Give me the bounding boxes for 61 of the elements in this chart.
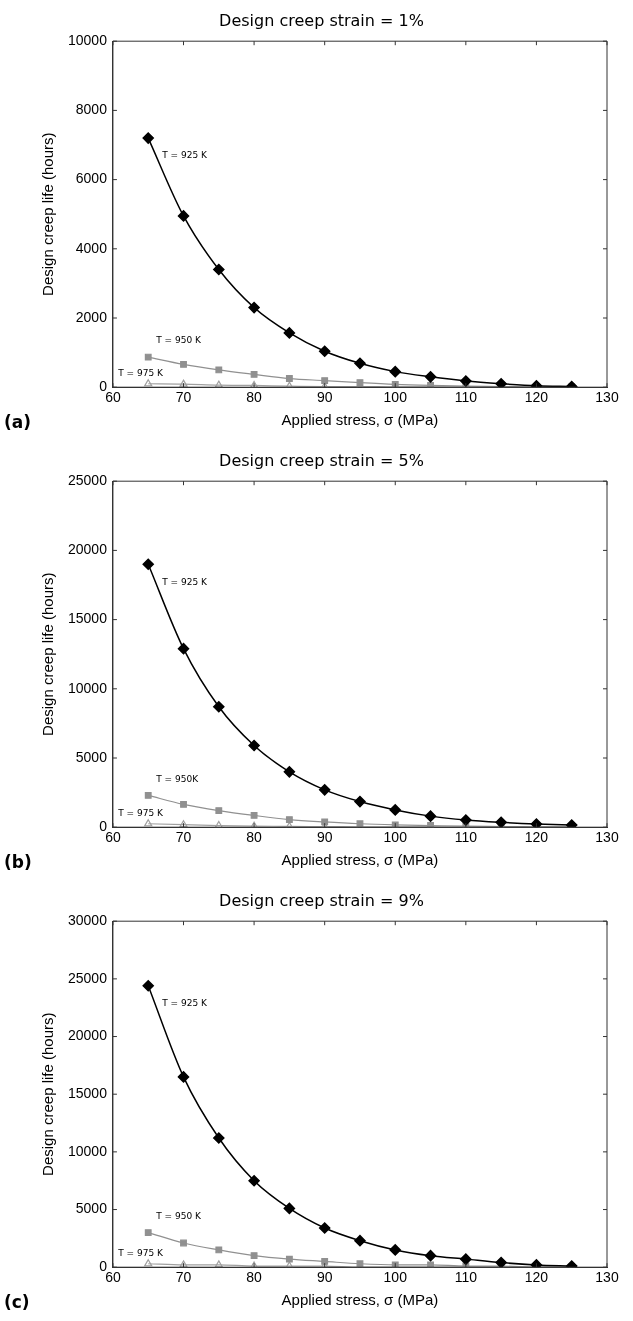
x-tick-label: 90 <box>316 389 333 406</box>
series-label: T = 950 K <box>155 335 203 346</box>
x-tick-label: 60 <box>105 1269 121 1286</box>
x-tick-label: 60 <box>105 389 121 406</box>
y-axis-title: Design creep life (hours) <box>39 1012 57 1176</box>
y-tick-label: 10000 <box>67 32 108 49</box>
series-label: T = 975 K <box>117 1248 165 1259</box>
text: (c) <box>4 1292 30 1312</box>
x-axis-title: Applied stress, σ (MPa) <box>281 851 439 869</box>
chart-title: Design creep strain = 9% <box>219 890 424 910</box>
chart-title: Design creep strain = 1% <box>219 10 424 30</box>
text: (a) <box>4 412 32 432</box>
y-tick-label: 10000 <box>67 1142 108 1159</box>
x-tick-label: 70 <box>175 829 192 846</box>
x-tick-label: 100 <box>383 1269 408 1286</box>
series-label: T = 950 K <box>155 1210 203 1221</box>
x-tick-label: 110 <box>454 829 478 846</box>
series-label: T = 925 K <box>161 150 209 161</box>
x-tick-label: 110 <box>454 1269 478 1286</box>
x-tick-label: 120 <box>524 389 549 406</box>
series-label: T = 975 K <box>117 808 165 819</box>
series-label: T = 950K <box>155 773 200 784</box>
y-tick-label: 20000 <box>67 541 108 558</box>
y-tick-label: 10000 <box>67 679 108 696</box>
y-tick-label: 15000 <box>67 1085 108 1102</box>
series-label: T = 925 K <box>161 576 209 587</box>
series-label: T = 975 K <box>117 368 165 379</box>
x-tick-label: 70 <box>175 1269 192 1286</box>
y-tick-label: 5000 <box>75 1200 108 1217</box>
y-tick-label: 30000 <box>67 912 108 929</box>
x-tick-label: 100 <box>383 389 408 406</box>
x-tick-label: 80 <box>246 389 263 406</box>
x-tick-label: 80 <box>246 1269 263 1286</box>
y-tick-label: 25000 <box>67 472 108 489</box>
x-tick-label: 60 <box>105 829 121 846</box>
x-tick-label: 80 <box>246 829 263 846</box>
x-tick-label: 90 <box>316 1269 333 1286</box>
chart-title: Design creep strain = 5% <box>219 450 424 470</box>
y-axis-title: Design creep life (hours) <box>39 572 57 736</box>
y-tick-label: 2000 <box>75 308 108 325</box>
y-tick-label: 5000 <box>75 748 108 765</box>
y-tick-label: 15000 <box>67 610 108 627</box>
y-tick-label: 4000 <box>75 239 108 256</box>
y-tick-label: 8000 <box>75 101 108 118</box>
x-tick-label: 120 <box>524 829 549 846</box>
series-label: T = 925 K <box>161 998 209 1009</box>
x-tick-label: 120 <box>524 1269 549 1286</box>
y-axis-title: Design creep life (hours) <box>39 132 57 296</box>
x-axis-title: Applied stress, σ (MPa) <box>281 411 439 429</box>
x-tick-label: 100 <box>383 829 408 846</box>
x-tick-label: 130 <box>595 1269 619 1286</box>
y-tick-label: 6000 <box>75 170 108 187</box>
x-tick-label: 130 <box>595 389 619 406</box>
y-tick-label: 20000 <box>67 1027 108 1044</box>
x-tick-label: 110 <box>454 389 478 406</box>
x-tick-label: 130 <box>595 829 619 846</box>
x-axis-title: Applied stress, σ (MPa) <box>281 1291 439 1309</box>
y-tick-label: 25000 <box>67 969 108 986</box>
text: (b) <box>4 852 32 872</box>
x-tick-label: 70 <box>175 389 192 406</box>
x-tick-label: 90 <box>316 829 333 846</box>
